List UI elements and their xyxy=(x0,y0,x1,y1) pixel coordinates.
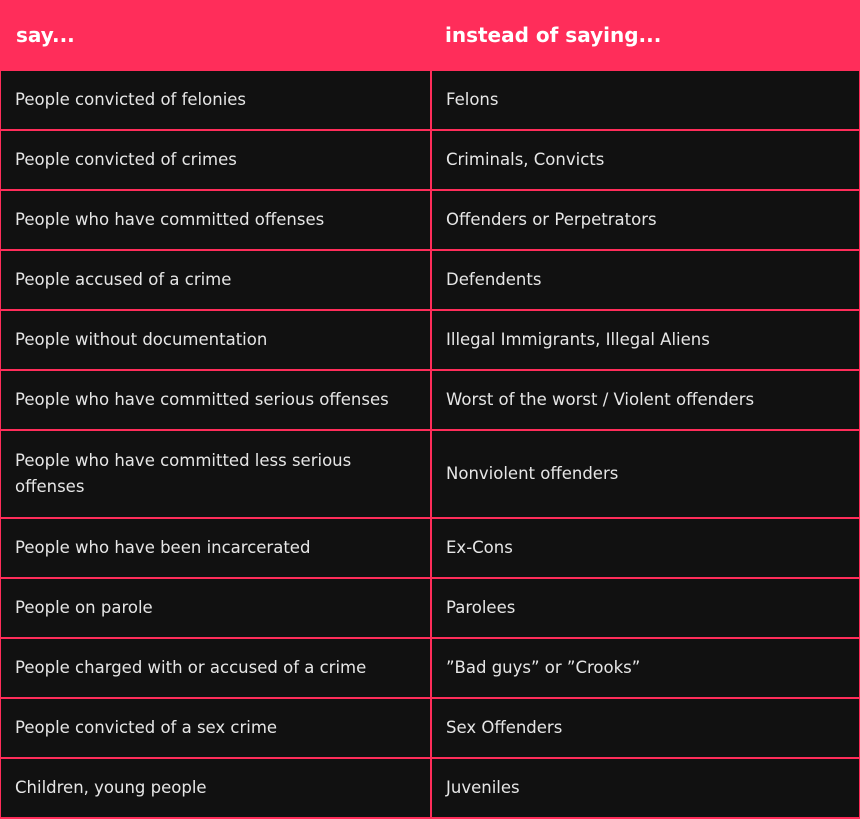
cell-text: Criminals, Convicts xyxy=(446,150,605,169)
cell-text: Felons xyxy=(446,90,499,109)
table-cell-say: People convicted of crimes xyxy=(1,131,430,189)
cell-text: Ex-Cons xyxy=(446,538,513,557)
table-cell-instead: Nonviolent offenders xyxy=(432,431,859,517)
cell-text: People who have been incarcerated xyxy=(15,538,311,557)
cell-text: People on parole xyxy=(15,598,153,617)
table-cell-say: People on parole xyxy=(1,579,430,637)
table-cell-instead: Criminals, Convicts xyxy=(432,131,859,189)
table-cell-instead: ”Bad guys” or ”Crooks” xyxy=(432,639,859,697)
table-cell-say: People who have committed offenses xyxy=(1,191,430,249)
table-cell-say: People who have committed less serious o… xyxy=(1,431,430,517)
table-cell-instead: Parolees xyxy=(432,579,859,637)
cell-text: People without documentation xyxy=(15,330,268,349)
table-cell-instead: Defendents xyxy=(432,251,859,309)
cell-text: ”Bad guys” or ”Crooks” xyxy=(446,658,641,677)
header-say: say... xyxy=(16,23,75,47)
table-cell-instead: Juveniles xyxy=(432,759,859,817)
cell-text: Offenders or Perpetrators xyxy=(446,210,657,229)
cell-text: People who have committed less serious o… xyxy=(15,451,352,496)
table-cell-say: People without documentation xyxy=(1,311,430,369)
cell-text: Nonviolent offenders xyxy=(446,464,619,483)
table-cell-say: People convicted of a sex crime xyxy=(1,699,430,757)
table-cell-say: People charged with or accused of a crim… xyxy=(1,639,430,697)
cell-text: Juveniles xyxy=(446,778,520,797)
cell-text: People who have committed offenses xyxy=(15,210,325,229)
cell-text: Parolees xyxy=(446,598,516,617)
table-header: say... instead of saying... xyxy=(0,0,860,70)
terminology-table: People convicted of felonies Felons People… xyxy=(0,70,860,817)
cell-text: Worst of the worst / Violent offenders xyxy=(446,390,755,409)
cell-text: Sex Offenders xyxy=(446,718,563,737)
table-cell-say: People who have been incarcerated xyxy=(1,519,430,577)
cell-text: Illegal Immigrants, Illegal Aliens xyxy=(446,330,710,349)
cell-text: People who have committed serious offens… xyxy=(15,390,389,409)
table-cell-instead: Offenders or Perpetrators xyxy=(432,191,859,249)
table-cell-instead: Felons xyxy=(432,71,859,129)
table-cell-say: Children, young people xyxy=(1,759,430,817)
table-cell-instead: Ex-Cons xyxy=(432,519,859,577)
cell-text: People convicted of felonies xyxy=(15,90,247,109)
table-cell-instead: Illegal Immigrants, Illegal Aliens xyxy=(432,311,859,369)
cell-text: Defendents xyxy=(446,270,542,289)
table-cell-say: People who have committed serious offens… xyxy=(1,371,430,429)
cell-text: People charged with or accused of a crim… xyxy=(15,658,367,677)
header-instead: instead of saying... xyxy=(445,23,662,47)
table-cell-instead: Worst of the worst / Violent offenders xyxy=(432,371,859,429)
cell-text: People convicted of a sex crime xyxy=(15,718,278,737)
table-cell-instead: Sex Offenders xyxy=(432,699,859,757)
cell-text: Children, young people xyxy=(15,778,207,797)
cell-text: People accused of a crime xyxy=(15,270,232,289)
cell-text: People convicted of crimes xyxy=(15,150,237,169)
table-cell-say: People accused of a crime xyxy=(1,251,430,309)
table-cell-say: People convicted of felonies xyxy=(1,71,430,129)
